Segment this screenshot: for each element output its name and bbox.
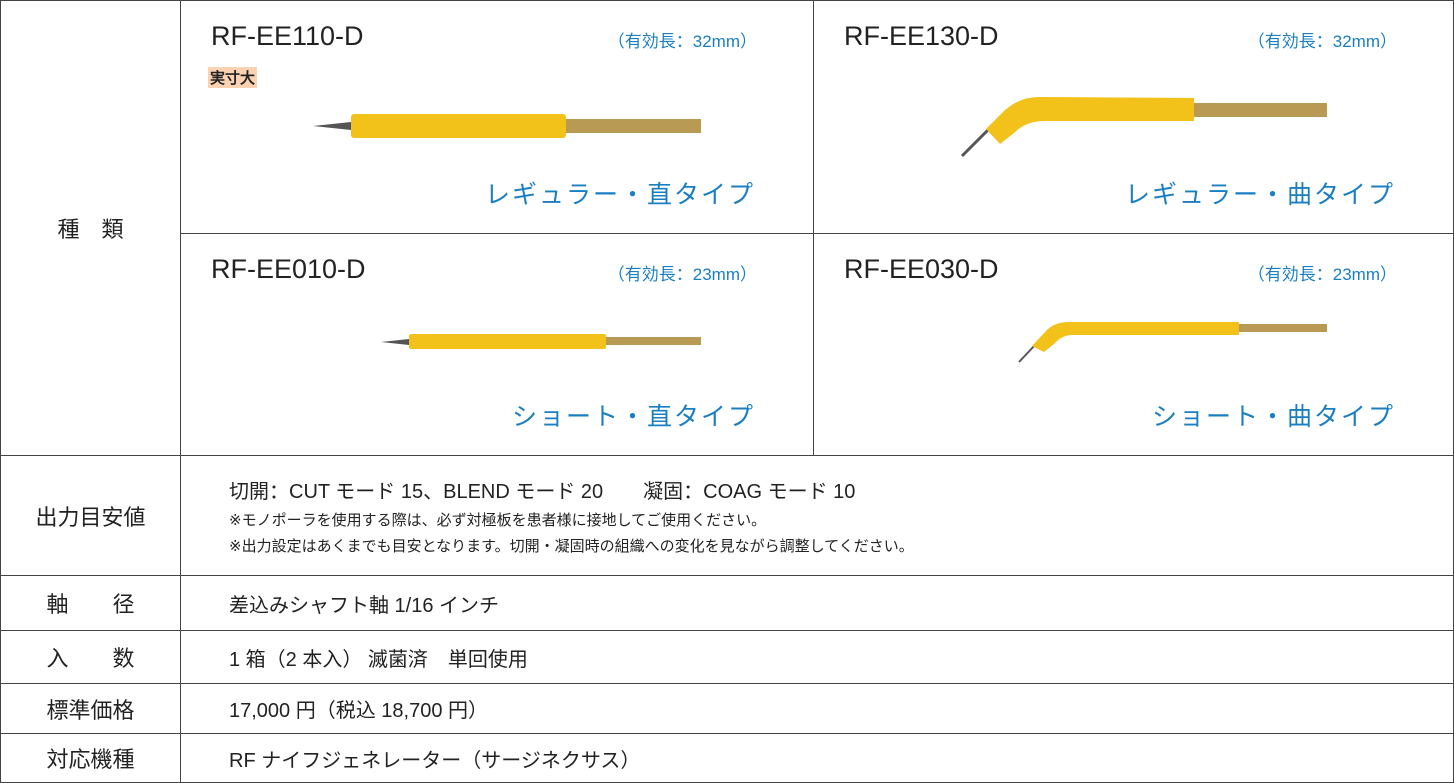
row-label: 対応機種: [0, 733, 181, 783]
electrode-image: [313, 114, 701, 138]
row-label: 入 数: [0, 630, 181, 684]
value-line: 1 箱（2 本入） 滅菌済 単回使用: [229, 648, 528, 671]
value-line: ※出力設定はあくまでも目安となります。切開・凝固時の組織への変化を見ながら調整し…: [229, 538, 914, 555]
model: RF-EE110-D: [211, 21, 364, 51]
type-cell: RF-EE010-D （有効長：23mm） ショート・直タイプ: [180, 233, 814, 456]
label: 軸 径: [46, 592, 135, 617]
value-line: ※モノポーラを使用する際は、必ず対極板を患者様に接地してご使用ください。: [229, 512, 767, 529]
value-line: 17,000 円（税込 18,700 円）: [229, 700, 489, 722]
length: （有効長：23mm）: [607, 265, 757, 284]
electrode-image: [960, 97, 1327, 158]
type-name: レギュラー・曲タイプ: [1124, 181, 1395, 209]
electrode-image: [1018, 322, 1327, 363]
type-cell: RF-EE030-D （有効長：23mm） ショート・曲タイプ: [813, 233, 1454, 456]
label: 入 数: [46, 646, 135, 671]
type-cell: RF-EE130-D （有効長：32mm） レギュラー・曲タイプ: [813, 0, 1454, 234]
model: RF-EE010-D: [211, 254, 366, 284]
row-value: 1 箱（2 本入） 滅菌済 単回使用: [180, 630, 1454, 684]
row-label: 種 類: [0, 0, 181, 456]
label: 出力目安値: [35, 504, 146, 530]
label: 標準価格: [46, 697, 135, 723]
model: RF-EE130-D: [844, 21, 999, 51]
type-name: ショート・曲タイプ: [1151, 403, 1395, 431]
row-value: RF ナイフジェネレーター（サージネクサス）: [180, 733, 1454, 783]
row-value: 17,000 円（税込 18,700 円）: [180, 683, 1454, 734]
row-value: 差込みシャフト軸 1/16 インチ: [180, 575, 1454, 631]
row-label: 標準価格: [0, 683, 181, 734]
length: （有効長：23mm）: [1247, 265, 1397, 284]
electrode-image: [381, 334, 701, 349]
row-label: 軸 径: [0, 575, 181, 631]
row-label: 出力目安値: [0, 455, 181, 576]
value-line: RF ナイフジェネレーター（サージネクサス）: [229, 749, 641, 772]
label: 種 類: [57, 217, 124, 242]
row-value: 切開：CUT モード 15、BLEND モード 20 凝固：COAG モード 1…: [180, 455, 1454, 576]
value-line: 差込みシャフト軸 1/16 インチ: [229, 594, 500, 617]
type-name: レギュラー・直タイプ: [484, 181, 755, 209]
model: RF-EE030-D: [844, 254, 999, 284]
value-line: 切開：CUT モード 15、BLEND モード 20 凝固：COAG モード 1…: [229, 481, 856, 503]
badge: 実寸大: [208, 67, 258, 88]
type-cell: RF-EE110-D （有効長：32mm） 実寸大 レギュラー・直タイプ: [180, 0, 814, 234]
length: （有効長：32mm）: [607, 32, 757, 51]
length: （有効長：32mm）: [1247, 32, 1397, 51]
label: 対応機種: [46, 747, 135, 772]
type-name: ショート・直タイプ: [511, 403, 755, 431]
